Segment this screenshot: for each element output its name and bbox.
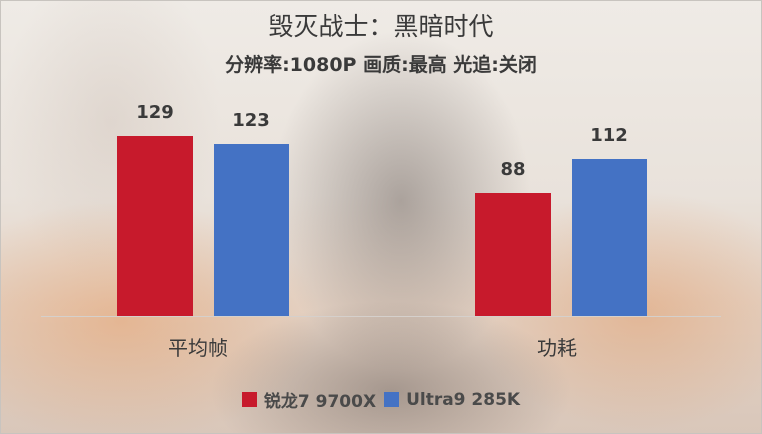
bar-9700x-fps <box>117 136 193 316</box>
legend-swatch-blue <box>384 392 400 407</box>
legend-item-285k: Ultra9 285K <box>384 390 520 410</box>
category-label-fps: 平均帧 <box>168 336 228 360</box>
chart-title: 毁灭战士：黑暗时代 <box>268 12 494 41</box>
legend-item-9700x: 锐龙7 9700X <box>241 387 377 412</box>
x-axis-line <box>41 316 721 317</box>
category-label-power: 功耗 <box>537 336 577 360</box>
data-label-9700x-power: 88 <box>500 159 526 180</box>
data-label-285k-power: 112 <box>590 125 628 146</box>
bar-285k-fps <box>214 144 289 316</box>
bar-9700x-power <box>475 193 551 316</box>
legend-label-285k: Ultra9 285K <box>406 389 521 410</box>
data-label-285k-fps: 123 <box>232 110 270 131</box>
bar-285k-power <box>572 159 647 316</box>
legend: 锐龙7 9700X Ultra9 285K <box>1 387 761 412</box>
chart-subtitle: 分辨率:1080P 画质:最高 光追:关闭 <box>225 54 537 76</box>
legend-label-9700x: 锐龙7 9700X <box>263 392 377 412</box>
data-label-9700x-fps: 129 <box>136 102 174 123</box>
legend-swatch-red <box>241 392 257 407</box>
